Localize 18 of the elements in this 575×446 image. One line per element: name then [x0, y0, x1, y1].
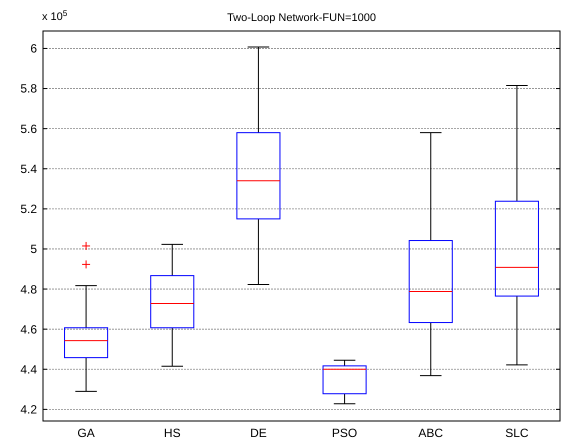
- y-tick-label: 5.8: [20, 82, 38, 96]
- y-tick-label: 4.4: [20, 362, 38, 376]
- y-tick-label: 4.2: [20, 402, 38, 417]
- x-tick-label: DE: [250, 426, 267, 440]
- y-tick-label: 5.6: [20, 122, 38, 136]
- y-tick-label: 5.2: [20, 202, 38, 216]
- chart-title: Two-Loop Network-FUN=1000: [227, 12, 376, 24]
- x-tick-label: PSO: [332, 426, 358, 440]
- x-tick-label: SLC: [505, 426, 529, 440]
- y-tick-label: 5.4: [20, 162, 38, 176]
- x-tick-label: GA: [77, 426, 95, 440]
- x-tick-label: ABC: [418, 426, 444, 440]
- x-tick-label: HS: [164, 426, 181, 440]
- text: x 10$^{5}$: [42, 8, 68, 23]
- y-tick-label: 4.8: [20, 282, 38, 296]
- y-tick-label: 4.6: [20, 322, 38, 336]
- y-tick-label: 6: [30, 42, 38, 56]
- y-tick-label: 5: [30, 242, 38, 256]
